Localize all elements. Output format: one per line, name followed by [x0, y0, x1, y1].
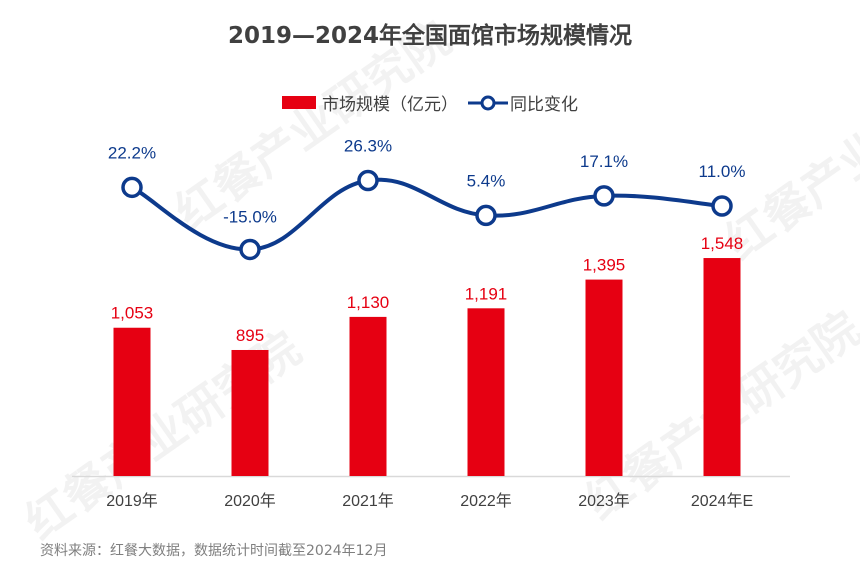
bar-value-label: 1,053	[111, 304, 154, 323]
yoy-value-label: 26.3%	[344, 136, 392, 155]
legend-item-yoy: 同比变化	[466, 90, 578, 115]
legend-line-swatch	[468, 95, 508, 110]
x-tick-label: 2020年	[224, 492, 276, 510]
bar-value-label: 1,130	[347, 293, 390, 312]
x-tick-label: 2021年	[342, 492, 394, 510]
yoy-point	[475, 204, 497, 227]
bar	[231, 349, 269, 476]
bar	[703, 258, 741, 476]
yoy-value-label: 22.2%	[108, 143, 156, 162]
yoy-point	[357, 169, 379, 192]
legend: 市场规模（亿元） 同比变化	[0, 90, 860, 115]
legend-bar-swatch	[282, 96, 316, 109]
bar	[349, 316, 387, 476]
chart-title: 2019—2024年全国面馆市场规模情况	[227, 23, 633, 49]
yoy-value-label: -15.0%	[223, 207, 277, 226]
yoy-value-label: 11.0%	[699, 162, 746, 181]
bar	[585, 279, 623, 476]
x-tick-label: 2024年E	[691, 492, 753, 510]
x-tick-label: 2023年	[578, 492, 630, 510]
bar-value-label: 1,191	[465, 284, 508, 303]
source-note: 资料来源：红餐大数据，数据统计时间截至2024年12月	[40, 543, 388, 559]
yoy-value-label: 5.4%	[467, 171, 506, 190]
bar	[113, 327, 151, 476]
yoy-line	[131, 177, 723, 252]
yoy-point	[239, 238, 261, 261]
bar-value-label: 895	[236, 326, 264, 345]
yoy-value-label: 17.1%	[580, 152, 628, 171]
bar-value-label: 1,395	[583, 256, 626, 275]
bar-value-label: 1,548	[701, 234, 744, 253]
x-tick-label: 2019年	[106, 492, 158, 510]
x-tick-label: 2022年	[460, 492, 512, 510]
legend-item-market-size: 市场规模（亿元）	[282, 90, 458, 115]
yoy-point	[121, 176, 143, 199]
yoy-point	[593, 185, 615, 207]
yoy-point	[711, 195, 733, 217]
legend-label: 同比变化	[510, 95, 578, 115]
legend-label: 市场规模（亿元）	[322, 95, 458, 115]
bar	[467, 308, 505, 476]
